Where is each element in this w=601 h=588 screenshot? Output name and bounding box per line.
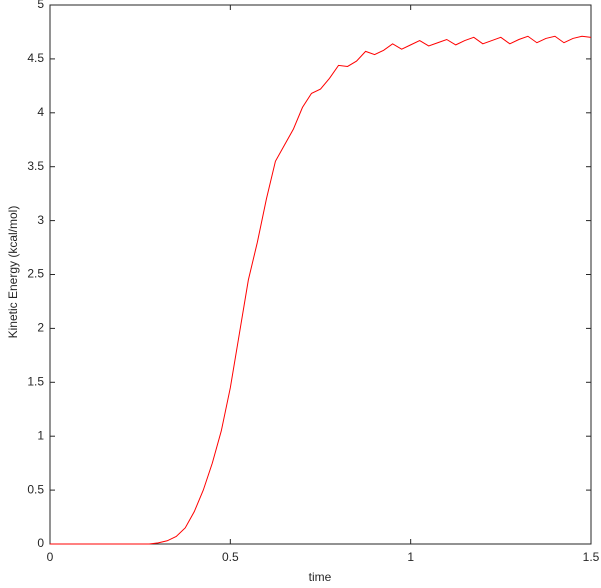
y-axis-label: Kinetic Energy (kcal/mol): [6, 206, 20, 339]
y-tick-label: 1: [37, 428, 44, 442]
y-tick-label: 2.5: [27, 267, 44, 281]
y-tick-label: 3: [37, 213, 44, 227]
y-tick-label: 3.5: [27, 159, 44, 173]
data-line: [50, 35, 592, 545]
x-tick-label: 1.5: [583, 550, 600, 564]
y-tick-label: 0.5: [27, 482, 44, 496]
y-tick-label: 4.5: [27, 51, 44, 65]
y-tick-label: 0: [37, 536, 44, 550]
y-tick-label: 4: [37, 105, 44, 119]
x-tick-label: 0: [47, 550, 54, 564]
y-tick-label: 2: [37, 321, 44, 335]
x-axis-label: time: [309, 570, 332, 584]
y-tick-label: 5: [37, 0, 44, 11]
x-tick-label: 1: [407, 550, 414, 564]
plot-area: [49, 4, 592, 545]
x-tick-label: 0.5: [222, 550, 239, 564]
y-tick-label: 1.5: [27, 374, 44, 388]
